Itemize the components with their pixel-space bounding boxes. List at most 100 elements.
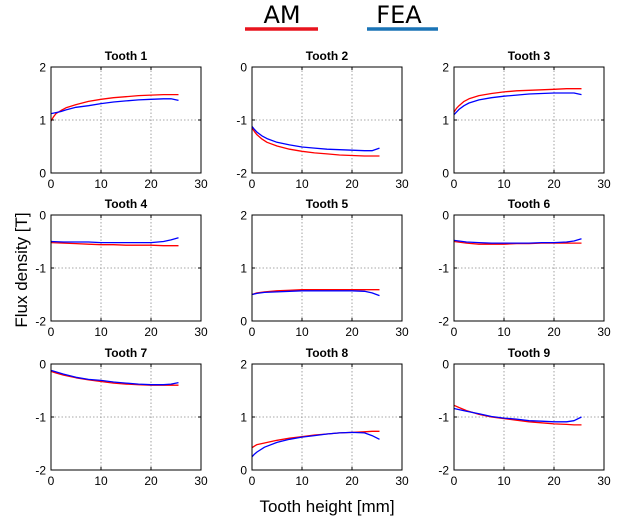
subplot-4: 0 10 20 30 -2 -1 0 Tooth 4: [35, 197, 208, 339]
series-line-am: [453, 88, 582, 113]
x-tick-label: 0: [249, 177, 256, 191]
y-tick-label: 2: [442, 61, 449, 75]
legend-label-fea: FEA: [376, 1, 422, 29]
series-line-fea: [251, 431, 380, 458]
x-tick-label: 0: [48, 177, 55, 191]
series-line-am: [50, 241, 179, 247]
x-tick-label: 20: [547, 325, 561, 339]
y-tick-label: 0: [39, 209, 46, 223]
x-tick-label: 30: [395, 325, 409, 339]
x-tick-label: 30: [194, 325, 208, 339]
series-line-fea: [453, 92, 582, 116]
y-tick-label: -2: [35, 464, 46, 478]
legend: AM FEA: [245, 1, 438, 31]
subplot-2: 0 10 20 30 -2 -1 0 Tooth 2: [236, 49, 409, 191]
x-tick-label: 0: [451, 325, 458, 339]
x-tick-label: 0: [48, 325, 55, 339]
x-tick-label: 30: [597, 325, 611, 339]
subplot-title: Tooth 7: [105, 346, 148, 360]
x-tick-label: 0: [451, 177, 458, 191]
y-tick-label: -2: [438, 464, 449, 478]
y-tick-label: 0: [39, 358, 46, 372]
subplot-title: Tooth 4: [105, 197, 148, 211]
x-tick-label: 30: [395, 177, 409, 191]
y-tick-label: 1: [39, 114, 46, 128]
y-tick-label: 2: [240, 358, 247, 372]
series-line-fea: [50, 98, 179, 115]
x-tick-label: 30: [395, 474, 409, 488]
y-tick-label: -2: [35, 315, 46, 329]
x-tick-label: 0: [249, 474, 256, 488]
subplot-title: Tooth 8: [306, 346, 349, 360]
x-tick-label: 30: [597, 177, 611, 191]
subplot-8: 0 10 20 30 0 1 2 Tooth 8: [240, 346, 409, 488]
x-tick-label: 10: [497, 474, 511, 488]
x-tick-label: 10: [295, 325, 309, 339]
x-tick-label: 0: [48, 474, 55, 488]
x-tick-label: 10: [94, 474, 108, 488]
y-tick-label: -1: [35, 262, 46, 276]
x-tick-label: 10: [295, 474, 309, 488]
y-tick-label: 0: [39, 167, 46, 181]
y-tick-label: 2: [240, 209, 247, 223]
subplot-1: 0 10 20 30 0 1 2 Tooth 1: [39, 49, 208, 191]
series-line-fea: [50, 237, 179, 244]
subplot-7: 0 10 20 30 -2 -1 0 Tooth 7: [35, 346, 208, 488]
subplot-5: 0 10 20 30 0 1 2 Tooth 5: [240, 197, 409, 339]
series-line-fea: [453, 238, 582, 244]
x-tick-label: 10: [497, 325, 511, 339]
y-tick-label: -2: [236, 167, 247, 181]
x-tick-label: 20: [345, 325, 359, 339]
y-tick-label: 0: [240, 315, 247, 329]
series-line-fea: [50, 369, 179, 386]
y-tick-label: -1: [438, 411, 449, 425]
subplot-title: Tooth 9: [508, 346, 551, 360]
y-tick-label: 1: [442, 114, 449, 128]
subplot-title: Tooth 1: [105, 49, 148, 63]
x-tick-label: 10: [94, 177, 108, 191]
x-tick-label: 0: [451, 474, 458, 488]
y-tick-label: 0: [442, 358, 449, 372]
x-tick-label: 20: [547, 177, 561, 191]
y-tick-label: 2: [39, 61, 46, 75]
subplot-9: 0 10 20 30 -2 -1 0 Tooth 9: [438, 346, 611, 488]
x-tick-label: 20: [144, 177, 158, 191]
series-line-am: [251, 127, 380, 157]
subplot-6: 0 10 20 30 -2 -1 0 Tooth 6: [438, 197, 611, 339]
x-tick-label: 10: [94, 325, 108, 339]
subplot-title: Tooth 3: [508, 49, 551, 63]
y-tick-label: -2: [438, 315, 449, 329]
y-tick-label: -1: [236, 114, 247, 128]
y-tick-label: 1: [240, 411, 247, 425]
x-tick-label: 20: [345, 177, 359, 191]
x-tick-label: 0: [249, 325, 256, 339]
y-tick-label: 1: [240, 262, 247, 276]
x-tick-label: 30: [194, 474, 208, 488]
y-tick-label: 0: [240, 61, 247, 75]
x-tick-label: 20: [547, 474, 561, 488]
series-line-fea: [251, 125, 380, 152]
y-tick-label: -1: [438, 262, 449, 276]
subplot-title: Tooth 6: [508, 197, 551, 211]
x-tick-label: 30: [194, 177, 208, 191]
x-axis-label: Tooth height [mm]: [259, 497, 394, 516]
x-tick-label: 20: [144, 325, 158, 339]
x-tick-label: 20: [144, 474, 158, 488]
x-tick-label: 10: [295, 177, 309, 191]
subplot-title: Tooth 5: [306, 197, 349, 211]
y-tick-label: 0: [442, 209, 449, 223]
subplot-3: 0 10 20 30 0 1 2 Tooth 3: [442, 49, 611, 191]
y-tick-label: 0: [240, 464, 247, 478]
x-tick-label: 30: [597, 474, 611, 488]
x-tick-label: 10: [497, 177, 511, 191]
subplot-title: Tooth 2: [306, 49, 349, 63]
x-tick-label: 20: [345, 474, 359, 488]
y-tick-label: 0: [442, 167, 449, 181]
series-line-fea: [453, 407, 582, 423]
series-line-fea: [251, 290, 380, 297]
y-axis-label: Flux density [T]: [12, 212, 31, 327]
y-tick-label: -1: [35, 411, 46, 425]
legend-label-am: AM: [263, 1, 300, 29]
